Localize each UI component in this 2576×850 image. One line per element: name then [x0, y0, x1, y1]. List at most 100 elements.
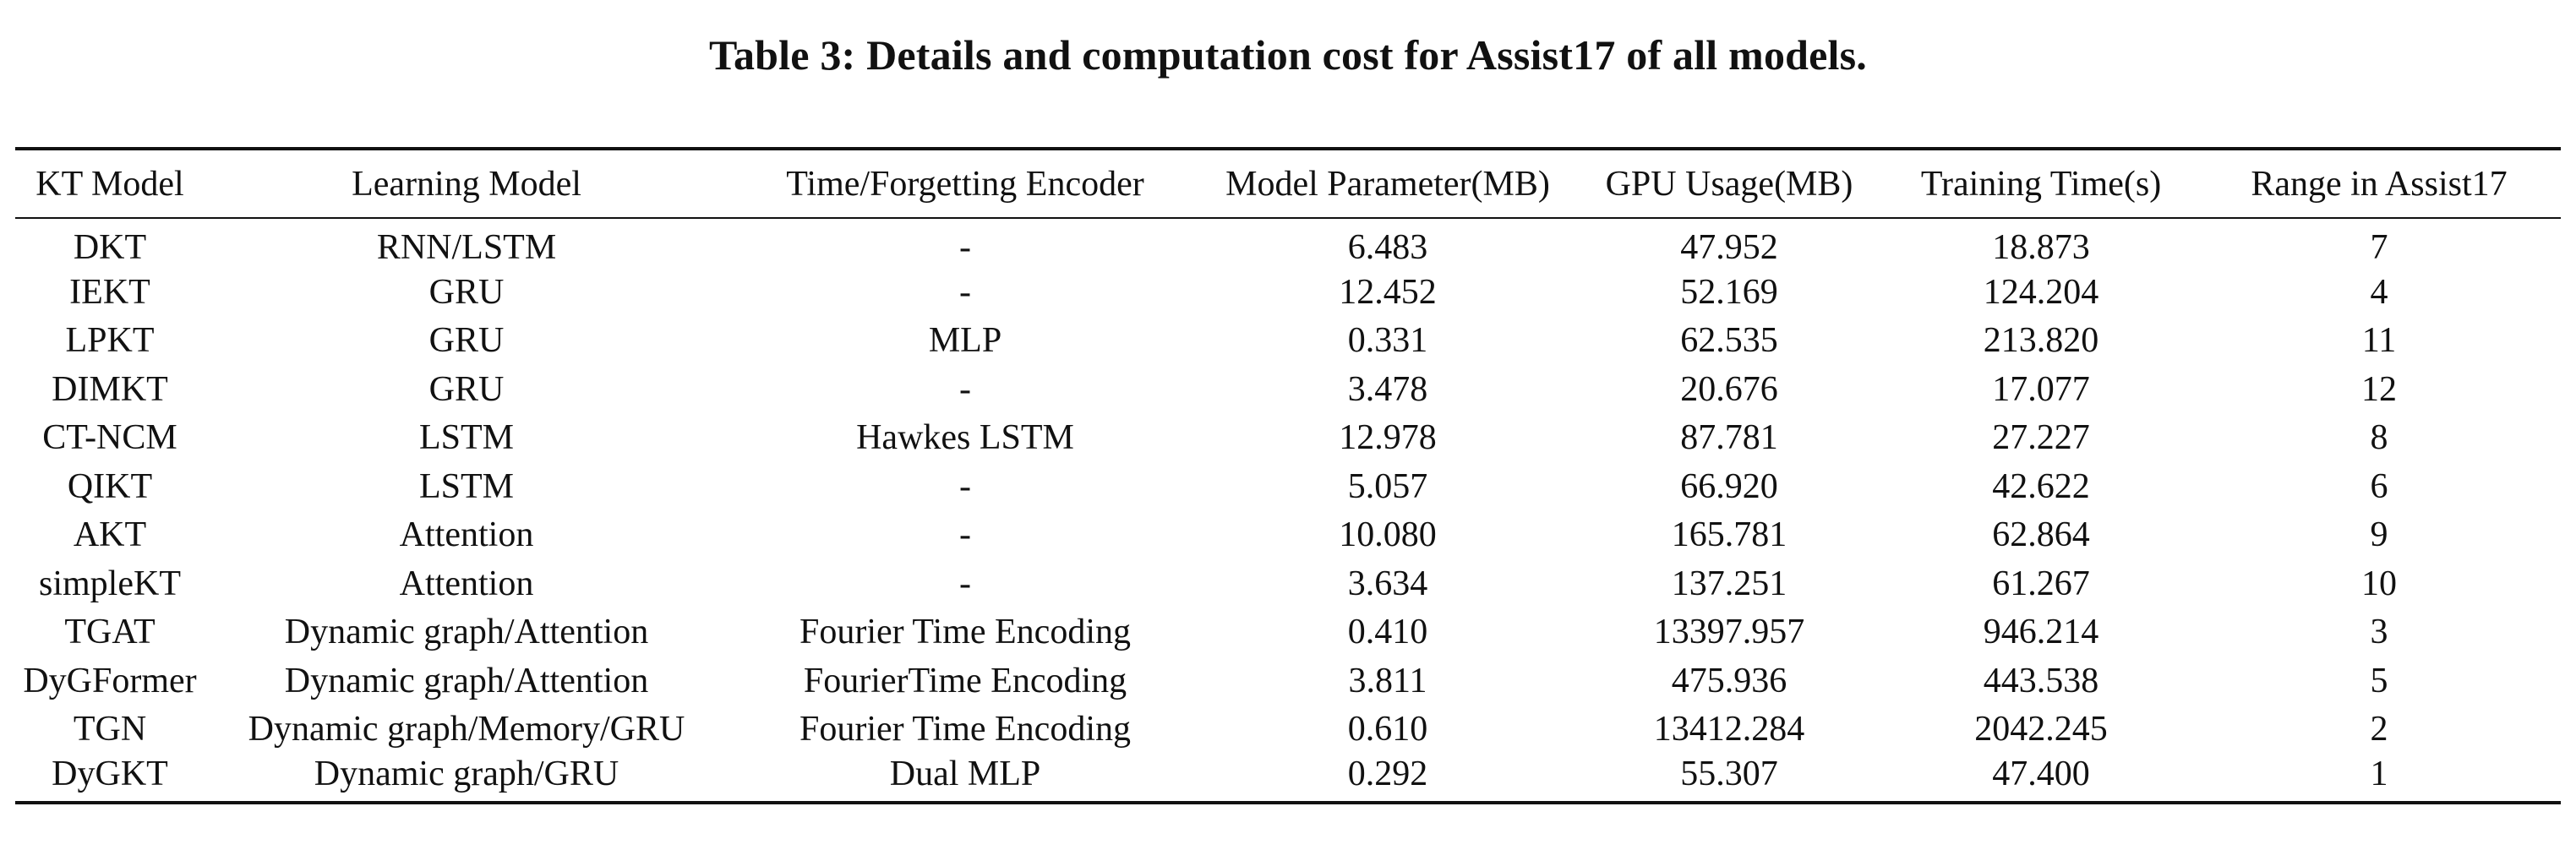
cell-kt-model: DyGFormer — [23, 661, 197, 700]
cell-model-parameter: 12.978 — [1339, 418, 1437, 458]
cell-learning-model: GRU — [428, 369, 505, 409]
cell-gpu-usage: 62.535 — [1680, 321, 1778, 361]
header-row: KT Model Learning Model Time/Forgetting … — [15, 147, 2561, 219]
cell-gpu-usage: 13412.284 — [1653, 710, 1805, 749]
cell-gpu-usage: 165.781 — [1671, 515, 1787, 555]
cell-time-forgetting-encoder: Dual MLP — [729, 754, 1202, 804]
cell-training-time: 946.214 — [1983, 613, 2099, 652]
table-row: CT-NCM LSTM Hawkes LSTM 12.978 87.781 27.227 8 — [15, 414, 2561, 463]
cell-range: 12 — [2361, 369, 2397, 409]
cell-range: 6 — [2370, 466, 2388, 506]
cell-range: 9 — [2370, 515, 2388, 555]
cell-gpu-usage: 20.676 — [1680, 369, 1778, 409]
cell-training-time: 61.267 — [1992, 564, 2090, 603]
cell-training-time: 443.538 — [1983, 661, 2099, 700]
cell-kt-model: CT-NCM — [42, 418, 177, 458]
cell-learning-model: Attention — [399, 564, 534, 603]
cell-model-parameter: 12.452 — [1339, 272, 1437, 312]
cell-model-parameter: 0.610 — [1347, 710, 1428, 749]
header-kt-model: KT Model — [15, 147, 205, 219]
cell-range: 4 — [2370, 272, 2388, 312]
header-learning-model: Learning Model — [205, 147, 729, 219]
cell-training-time: 27.227 — [1992, 418, 2090, 458]
header-gpu-usage: GPU Usage(MB) — [1574, 147, 1885, 219]
table-caption: Table 3: Details and computation cost fo… — [708, 31, 1867, 79]
table-row: TGAT Dynamic graph/Attention Fourier Time … — [15, 608, 2561, 657]
table-row: DKT RNN/LSTM - 6.483 47.952 18.873 7 — [15, 218, 2561, 268]
cell-kt-model: IEKT — [69, 272, 150, 312]
cell-kt-model: LPKT — [65, 321, 155, 361]
cell-training-time: 124.204 — [1983, 272, 2099, 312]
cell-learning-model: GRU — [428, 272, 505, 312]
cell-model-parameter: 0.410 — [1347, 613, 1428, 652]
cell-learning-model: LSTM — [418, 418, 514, 458]
cell-gpu-usage: 52.169 — [1680, 272, 1778, 312]
table-row: AKT Attention - 10.080 165.781 62.864 9 — [15, 511, 2561, 560]
table-row: DIMKT GRU - 3.478 20.676 17.077 12 — [15, 365, 2561, 414]
cell-time-forgetting-encoder: Fourier Time Encoding — [799, 613, 1131, 652]
cell-gpu-usage: 137.251 — [1671, 564, 1787, 603]
cell-time-forgetting-encoder: - — [959, 369, 971, 409]
cell-time-forgetting-encoder: - — [959, 564, 971, 603]
header-range: Range in Assist17 — [2197, 147, 2561, 219]
cell-training-time: 18.873 — [1992, 228, 2090, 267]
table-row: simpleKT Attention - 3.634 137.251 61.267 10 — [15, 559, 2561, 608]
table-row: IEKT GRU - 12.452 52.169 124.204 4 — [15, 268, 2561, 317]
table-body: DKT RNN/LSTM -6.483 47.952 18.873 7 IEKT GRU -12… — [15, 218, 2561, 804]
cell-training-time: 2042.245 — [1974, 710, 2108, 749]
cell-model-parameter: 6.483 — [1347, 228, 1428, 267]
cell-training-time: 47.400 — [1885, 754, 2197, 804]
cell-time-forgetting-encoder: - — [959, 466, 971, 506]
cell-time-forgetting-encoder: - — [959, 515, 971, 555]
cell-kt-model: DyGKT — [15, 754, 205, 804]
cell-kt-model: QIKT — [67, 466, 153, 506]
cell-learning-model: Dynamic graph/Memory/GRU — [248, 710, 685, 749]
cell-time-forgetting-encoder: MLP — [928, 321, 1002, 361]
cell-learning-model: GRU — [428, 321, 505, 361]
cell-training-time: 213.820 — [1983, 321, 2099, 361]
cell-model-parameter: 5.057 — [1347, 466, 1428, 506]
cell-model-parameter: 0.331 — [1347, 321, 1428, 361]
cell-kt-model: TGAT — [64, 613, 156, 652]
header-model-parameter: Model Parameter(MB) — [1202, 147, 1574, 219]
cell-learning-model: Dynamic graph/Attention — [284, 661, 649, 700]
table-row: LPKT GRU MLP 0.331 62.535 213.820 11 — [15, 317, 2561, 366]
cell-model-parameter: 0.292 — [1202, 754, 1574, 804]
cell-gpu-usage: 87.781 — [1680, 418, 1778, 458]
cell-time-forgetting-encoder: FourierTime Encoding — [803, 661, 1127, 700]
cell-range: 3 — [2370, 613, 2388, 652]
results-table: KT Model Learning Model Time/Forgetting … — [15, 147, 2561, 804]
cell-learning-model: LSTM — [418, 466, 514, 506]
cell-kt-model: DKT — [73, 228, 147, 267]
table-row: DyGFormer Dynamic graph/Attention FourierT… — [15, 657, 2561, 706]
table-header: KT Model Learning Model Time/Forgetting … — [15, 147, 2561, 219]
cell-time-forgetting-encoder: - — [959, 228, 971, 267]
cell-model-parameter: 3.811 — [1348, 661, 1427, 700]
cell-range: 10 — [2361, 564, 2397, 603]
header-time-forgetting-encoder: Time/Forgetting Encoder — [729, 147, 1202, 219]
cell-training-time: 62.864 — [1992, 515, 2090, 555]
cell-range: 11 — [2361, 321, 2397, 361]
cell-range: 8 — [2370, 418, 2388, 458]
cell-learning-model: Dynamic graph/Attention — [284, 613, 649, 652]
cell-time-forgetting-encoder: - — [959, 272, 971, 312]
cell-range: 5 — [2370, 661, 2388, 700]
header-training-time: Training Time(s) — [1885, 147, 2197, 219]
cell-time-forgetting-encoder: Fourier Time Encoding — [799, 710, 1131, 749]
cell-gpu-usage: 13397.957 — [1653, 613, 1805, 652]
cell-gpu-usage: 66.920 — [1680, 466, 1778, 506]
cell-gpu-usage: 475.936 — [1671, 661, 1787, 700]
cell-kt-model: DIMKT — [52, 369, 168, 409]
cell-range: 1 — [2197, 754, 2561, 804]
cell-kt-model: simpleKT — [39, 564, 181, 603]
cell-training-time: 42.622 — [1992, 466, 2090, 506]
cell-kt-model: TGN — [73, 710, 147, 749]
table-row: TGN Dynamic graph/Memory/GRU Fourier Time … — [15, 706, 2561, 755]
cell-range: 7 — [2370, 228, 2388, 267]
table-row: QIKT LSTM - 5.057 66.920 42.622 6 — [15, 462, 2561, 511]
cell-range: 2 — [2370, 710, 2388, 749]
cell-model-parameter: 3.634 — [1347, 564, 1428, 603]
cell-training-time: 17.077 — [1992, 369, 2090, 409]
cell-time-forgetting-encoder: Hawkes LSTM — [856, 418, 1074, 458]
cell-gpu-usage: 47.952 — [1680, 228, 1778, 267]
